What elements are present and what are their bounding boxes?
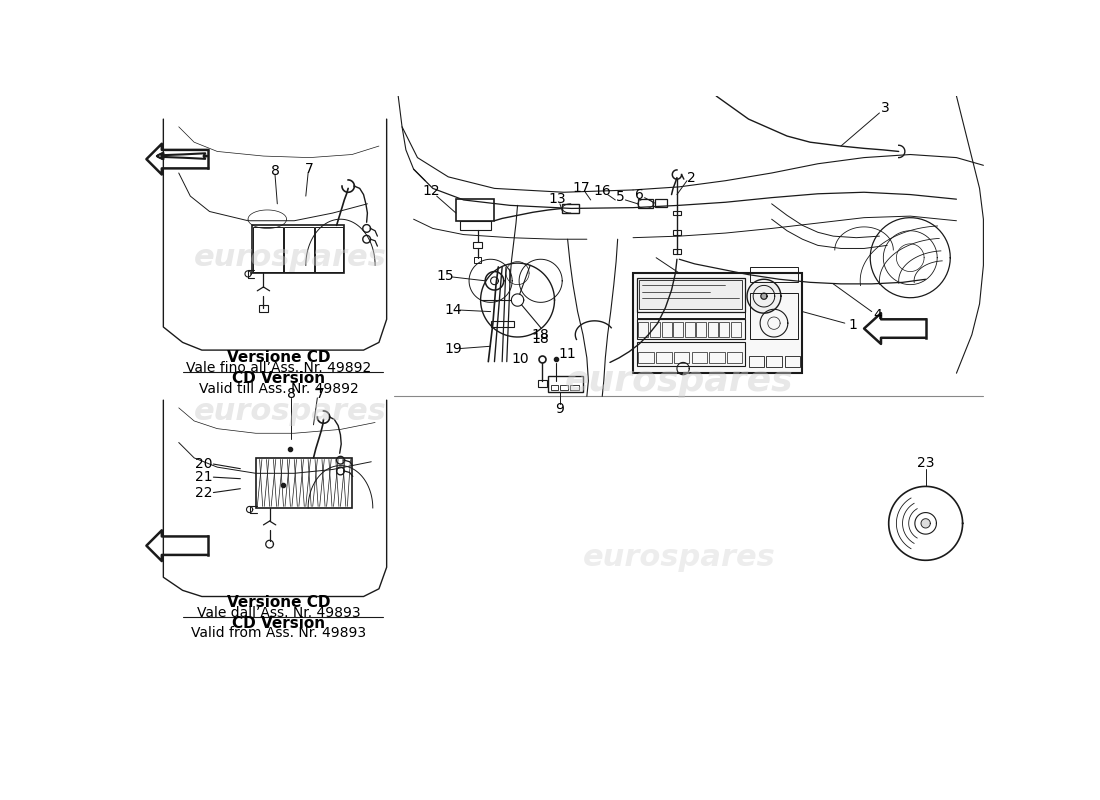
Text: 12: 12 [422, 185, 440, 198]
Text: 4: 4 [873, 308, 882, 322]
Text: 18: 18 [531, 328, 550, 342]
Bar [637, 319, 745, 339]
Bar [252, 226, 344, 273]
Bar [784, 356, 800, 367]
Text: eurospares: eurospares [194, 397, 387, 426]
Bar [473, 242, 482, 248]
Bar [727, 353, 742, 363]
Text: 1: 1 [848, 318, 857, 333]
Bar [767, 356, 782, 367]
Bar [750, 267, 798, 282]
Text: 8: 8 [287, 387, 296, 401]
Text: CD Version: CD Version [232, 371, 326, 386]
Bar [656, 353, 671, 363]
Text: 11: 11 [559, 347, 576, 361]
Text: 13: 13 [548, 192, 565, 206]
Bar [661, 322, 671, 337]
Bar [639, 280, 742, 310]
Text: 22: 22 [195, 486, 212, 499]
Bar [637, 342, 745, 366]
Text: 5: 5 [616, 190, 625, 204]
Bar [284, 227, 314, 271]
Bar [638, 353, 653, 363]
Bar [548, 375, 583, 393]
Bar [673, 322, 683, 337]
Bar [719, 322, 729, 337]
Text: 20: 20 [195, 457, 212, 471]
Bar [253, 227, 283, 271]
Text: 7: 7 [316, 387, 324, 401]
Bar [538, 380, 547, 387]
Text: 15: 15 [437, 269, 454, 283]
Bar [673, 230, 681, 234]
Text: 19: 19 [444, 342, 462, 355]
Bar [673, 210, 681, 215]
Text: 3: 3 [881, 102, 890, 115]
Bar [460, 221, 491, 230]
Bar [637, 312, 745, 318]
Text: 21: 21 [195, 470, 212, 484]
Text: Valid from Ass. Nr. 49893: Valid from Ass. Nr. 49893 [191, 626, 366, 641]
Bar [570, 385, 580, 390]
Bar [750, 293, 798, 339]
Bar [684, 322, 695, 337]
Bar [315, 227, 343, 271]
Bar [674, 353, 690, 363]
Text: 14: 14 [444, 303, 462, 317]
Bar [650, 322, 660, 337]
Text: 6: 6 [635, 187, 643, 202]
Text: Versione CD: Versione CD [227, 595, 331, 610]
Text: eurospares: eurospares [583, 543, 775, 573]
Bar [637, 278, 745, 311]
Text: 23: 23 [917, 456, 934, 470]
Text: 17: 17 [573, 182, 591, 195]
Bar [638, 322, 649, 337]
Bar [560, 385, 568, 390]
Bar [707, 322, 717, 337]
Text: 10: 10 [512, 352, 529, 366]
Text: Vale dall’Ass. Nr. 49893: Vale dall’Ass. Nr. 49893 [197, 606, 361, 620]
Bar [749, 356, 763, 367]
Text: 8: 8 [271, 164, 279, 178]
Text: 7: 7 [306, 162, 313, 176]
Text: 2: 2 [688, 170, 696, 185]
Bar [638, 199, 653, 209]
Bar [696, 322, 706, 337]
Bar [551, 385, 559, 390]
Polygon shape [747, 279, 781, 313]
Bar [474, 257, 481, 263]
Bar [692, 353, 707, 363]
Text: eurospares: eurospares [565, 364, 793, 398]
Polygon shape [761, 293, 767, 299]
Text: 18: 18 [531, 331, 550, 346]
Text: 16: 16 [593, 185, 612, 198]
Bar [258, 306, 268, 311]
Bar [255, 458, 352, 508]
Bar [634, 273, 802, 373]
Text: Vale fino all’Ass. Nr. 49892: Vale fino all’Ass. Nr. 49892 [186, 361, 372, 375]
Bar [491, 321, 514, 327]
Polygon shape [921, 518, 931, 528]
Bar [455, 199, 495, 221]
Text: eurospares: eurospares [194, 243, 387, 272]
Text: Valid till Ass. Nr. 49892: Valid till Ass. Nr. 49892 [199, 382, 359, 395]
Bar [562, 204, 580, 213]
Text: CD Version: CD Version [232, 616, 326, 631]
Text: Versione CD: Versione CD [227, 350, 331, 366]
Text: 9: 9 [556, 402, 564, 416]
Bar [654, 199, 667, 207]
Bar [710, 353, 725, 363]
Bar [730, 322, 741, 337]
Bar [673, 250, 681, 254]
